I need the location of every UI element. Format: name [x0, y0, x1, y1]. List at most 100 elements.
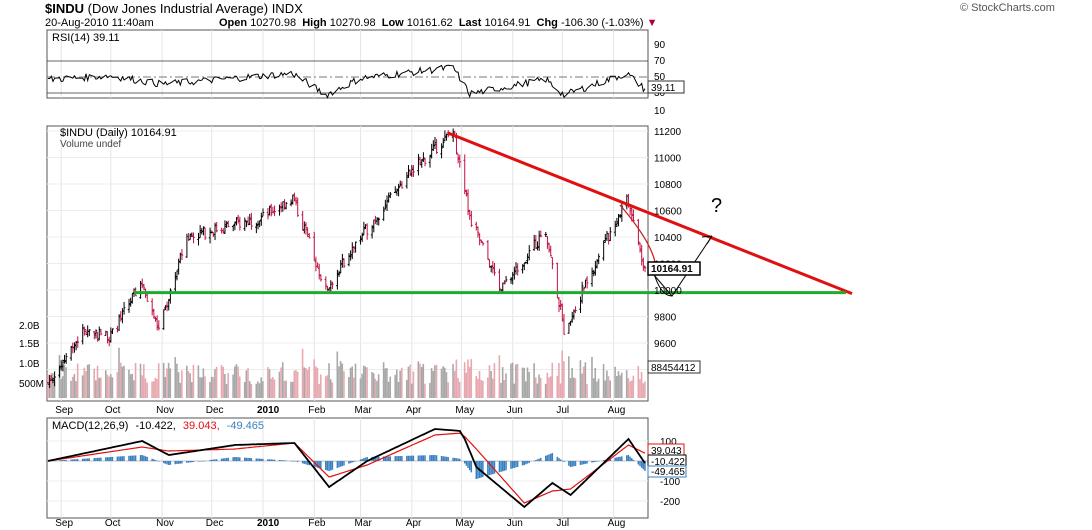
macd-hist-bar	[614, 457, 616, 461]
volume-bar	[568, 356, 570, 398]
symbol: $INDU	[45, 1, 85, 16]
macd-hist-bar	[110, 457, 112, 461]
volume-bar	[538, 374, 540, 398]
volume-bar	[111, 377, 114, 398]
volume-bar	[536, 383, 539, 398]
arrow-head-icon	[701, 235, 713, 245]
macd-hist-bar	[498, 461, 501, 473]
macd-hist-bar	[386, 456, 388, 461]
volume-bar	[220, 364, 223, 398]
volume-bar	[533, 363, 535, 398]
macd-hist-bar	[513, 461, 516, 468]
macd-hist-bar	[331, 461, 334, 470]
volume-value-box	[647, 360, 701, 374]
macd-hist-bar	[394, 456, 396, 461]
volume-bar	[374, 378, 377, 398]
macd-hist-bar	[389, 456, 392, 461]
macd-hist-bar	[154, 460, 157, 461]
macd-hist-bar	[642, 461, 645, 470]
rsi-value-label: 39.11	[651, 83, 676, 94]
macd-hist-bar	[417, 455, 420, 461]
volume-bar	[409, 364, 411, 398]
volume-bar	[394, 374, 396, 398]
macd-hist-bar	[544, 455, 547, 461]
projection-curve	[619, 204, 656, 263]
macd-hist-bar	[568, 461, 570, 466]
month-tick-label: Sep	[55, 518, 73, 529]
macd-hist-bar	[255, 458, 258, 461]
macd-hist-bar	[176, 461, 178, 464]
quote-summary: Open 10270.98 High 10270.98 Low 10161.62…	[219, 17, 657, 29]
macd-hist-bar	[235, 457, 238, 461]
volume-bar	[88, 364, 91, 398]
volume-bar	[581, 373, 583, 398]
price-legend: $INDU (Daily) 10164.91	[60, 127, 177, 139]
volume-bar	[419, 363, 421, 398]
macd-hist-bar	[528, 461, 530, 463]
macd-hist-bar	[258, 458, 261, 461]
month-tick-label: Jun	[507, 518, 523, 529]
question-annotation: ?	[711, 195, 722, 217]
volume-bar	[620, 372, 623, 398]
volume-bar	[301, 348, 304, 398]
volume-bar	[134, 362, 137, 398]
volume-bar	[65, 367, 67, 398]
macd-hist-bar	[285, 460, 287, 461]
volume-bar	[348, 377, 350, 398]
macd-hist-bar	[268, 459, 271, 461]
macd-hist-bar	[86, 458, 89, 461]
volume-bar	[224, 374, 226, 398]
macd-hist-bar	[199, 461, 201, 462]
volume-bars	[47, 347, 646, 398]
macd-hist-bar	[482, 461, 484, 478]
macd-hist-bar	[343, 461, 345, 466]
volume-bar	[215, 366, 218, 398]
volume-bar	[257, 381, 259, 398]
volume-bar	[445, 372, 448, 398]
macd-hist-bar	[420, 455, 423, 461]
macd-hist-bar	[47, 461, 49, 462]
volume-bar	[212, 377, 215, 398]
volume-bar	[539, 377, 542, 398]
volume-bar	[119, 362, 122, 398]
volume-bar	[95, 380, 97, 398]
volume-bar	[386, 368, 388, 398]
macd-hist-bar	[329, 461, 332, 471]
volume-bar	[83, 367, 86, 398]
volume-bar	[157, 363, 160, 398]
volume-bar	[609, 380, 611, 398]
volume-bar	[617, 371, 620, 398]
macd-hist-bar	[320, 461, 322, 469]
volume-bar	[407, 366, 410, 398]
month-tick-label: Oct	[105, 518, 121, 529]
macd-hist-bar	[487, 461, 489, 476]
volume-bar	[109, 374, 112, 398]
macd-hist-bar	[546, 455, 549, 461]
price-tick-label: 10800	[654, 180, 682, 191]
volume-bar	[625, 370, 628, 398]
macd-hist-bar	[272, 459, 274, 461]
hist-value-label: -49.465	[651, 467, 685, 478]
macd-hist-bar	[574, 461, 577, 466]
volume-bar	[214, 369, 216, 398]
month-tick-label: Nov	[156, 405, 174, 416]
volume-bar	[152, 381, 155, 398]
volume-bar	[106, 374, 109, 398]
volume-bar	[98, 377, 100, 398]
macd-hist-bar	[363, 458, 365, 461]
macd-hist-bar	[500, 461, 502, 472]
volume-bar	[528, 371, 530, 398]
volume-bar	[549, 376, 552, 398]
month-tick-label: Feb	[308, 518, 326, 529]
macd-hist-bar	[328, 461, 330, 471]
volume-bar	[453, 370, 456, 398]
volume-bar	[174, 357, 177, 398]
volume-bar	[202, 368, 205, 398]
volume-bar	[480, 380, 482, 398]
volume-legend: Volume undef	[60, 139, 121, 150]
copyright[interactable]: © StockCharts.com	[960, 2, 1055, 14]
macd-hist-bar	[247, 457, 249, 461]
volume-bar	[108, 376, 110, 398]
volume-bar	[262, 381, 264, 398]
macd-hist-bar	[349, 461, 352, 464]
